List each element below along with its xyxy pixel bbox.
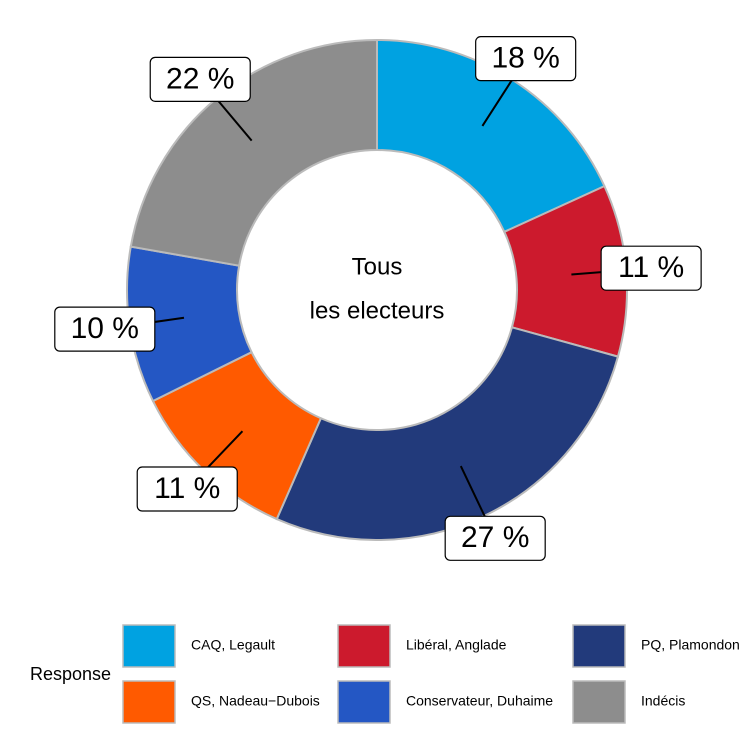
legend-label: QS, Nadeau−Dubois <box>191 693 320 709</box>
center-label: Tous <box>352 253 403 280</box>
legend-label: Conservateur, Duhaime <box>406 693 553 709</box>
label-box <box>444 515 546 561</box>
legend-label: CAQ, Legault <box>191 637 275 653</box>
data-label: 18 % <box>491 42 559 75</box>
label-box <box>475 36 577 82</box>
center-label: les electeurs <box>310 297 445 324</box>
donut-segment <box>129 38 378 267</box>
label-box <box>149 56 251 102</box>
legend-swatch <box>337 680 391 724</box>
data-label: 11 % <box>154 472 220 505</box>
label-box <box>600 245 702 291</box>
data-label: 22 % <box>166 62 234 95</box>
legend-swatch <box>122 624 176 668</box>
legend-swatch <box>572 624 626 668</box>
legend-label: PQ, Plamondon <box>641 637 740 653</box>
legend-swatch <box>337 624 391 668</box>
legend-label: Libéral, Anglade <box>406 637 507 653</box>
legend-title: Response <box>30 664 111 684</box>
data-label: 10 % <box>71 312 139 345</box>
legend-swatch <box>122 680 176 724</box>
label-box <box>136 466 238 512</box>
data-label: 11 % <box>618 251 684 284</box>
legend-swatch <box>572 680 626 724</box>
donut-segment <box>376 38 606 234</box>
legend-label: Indécis <box>641 693 685 709</box>
donut-segment <box>275 326 620 541</box>
data-label: 27 % <box>461 521 529 554</box>
label-box <box>54 306 156 352</box>
